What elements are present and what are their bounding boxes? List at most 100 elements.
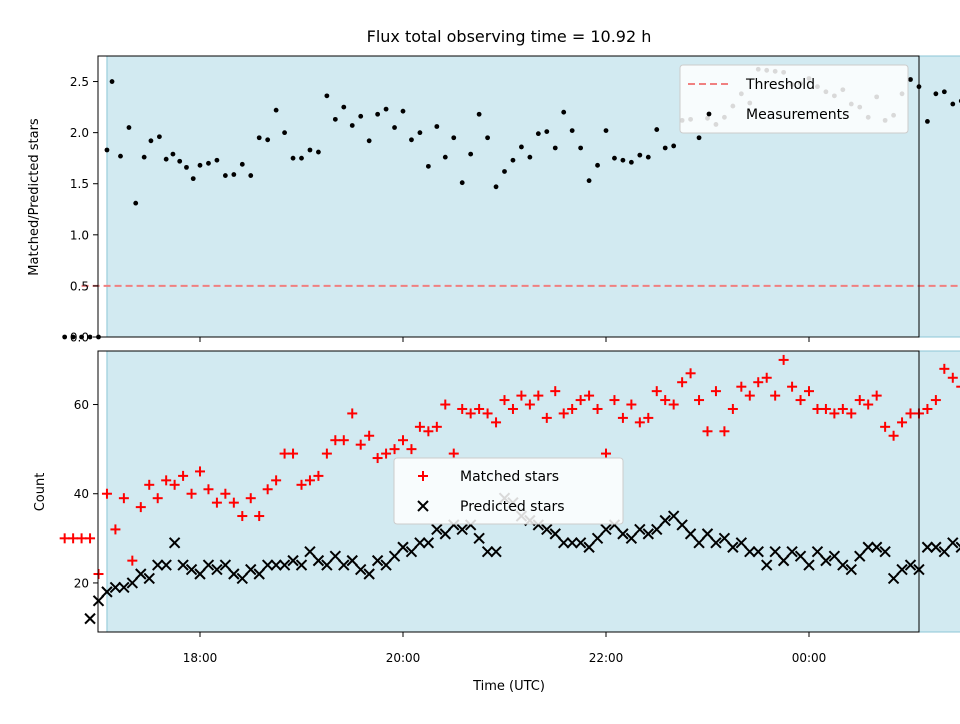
predicted-star-point bbox=[143, 572, 155, 585]
matched-star-point bbox=[897, 417, 908, 428]
predicted-star-point bbox=[177, 559, 189, 571]
measurement-point bbox=[417, 130, 423, 136]
predicted-star-point bbox=[583, 541, 595, 553]
measurement-point bbox=[933, 91, 939, 97]
ratio-y-tick-label: 0.5 bbox=[70, 279, 89, 293]
measurement-point bbox=[366, 138, 372, 144]
matched-star-point bbox=[761, 372, 772, 383]
predicted-star-point bbox=[431, 523, 443, 536]
predicted-star-point bbox=[803, 559, 815, 571]
predicted-star-point bbox=[718, 532, 731, 545]
measurement-point bbox=[392, 125, 397, 130]
predicted-star-point bbox=[481, 546, 494, 558]
measurement-point bbox=[148, 138, 154, 144]
predicted-star-point bbox=[955, 541, 960, 553]
matched-star-point bbox=[626, 399, 637, 410]
matched-star-point bbox=[812, 403, 823, 414]
predicted-star-point bbox=[820, 554, 832, 567]
measurement-point bbox=[908, 77, 913, 82]
predicted-star-point bbox=[253, 568, 265, 580]
matched-star-point bbox=[211, 497, 222, 508]
predicted-star-point bbox=[811, 546, 824, 558]
measurement-point bbox=[459, 180, 465, 186]
matched-star-point bbox=[195, 466, 205, 477]
matched-star-point bbox=[313, 470, 324, 481]
count-y-tick-label: 60 bbox=[74, 398, 89, 412]
measurement-point bbox=[104, 147, 110, 153]
matched-star-point bbox=[118, 493, 129, 504]
measurement-point bbox=[349, 123, 355, 128]
matched-star-point bbox=[372, 453, 383, 464]
predicted-star-point bbox=[118, 581, 130, 594]
measurement-point bbox=[163, 156, 169, 162]
measurement-point bbox=[578, 145, 584, 151]
predicted-star-point bbox=[541, 523, 553, 536]
matched-star-point bbox=[465, 408, 476, 419]
ratio-legend: Threshold Measurements bbox=[679, 64, 909, 134]
matched-star-point bbox=[59, 533, 70, 544]
ratio-panel-frame bbox=[97, 55, 920, 338]
count-panel-frame bbox=[97, 350, 920, 633]
predicted-star-point bbox=[101, 586, 113, 598]
count-panel-y-ticks: 20 40 60 bbox=[74, 398, 98, 590]
predicted-star-point bbox=[456, 523, 468, 536]
predicted-star-point bbox=[634, 523, 646, 536]
predicted-star-point bbox=[202, 559, 215, 571]
matched-star-point bbox=[634, 417, 645, 428]
chart-title: Flux total observing time = 10.92 h bbox=[367, 27, 652, 46]
predicted-star-point bbox=[837, 559, 849, 571]
predicted-star-point bbox=[160, 559, 172, 571]
measurement-point bbox=[637, 152, 643, 158]
predicted-star-point bbox=[346, 554, 358, 567]
measurement-point bbox=[671, 143, 677, 149]
measurement-point bbox=[468, 151, 474, 157]
matched-star-point bbox=[101, 488, 112, 499]
matched-star-point bbox=[304, 475, 315, 486]
measurement-point bbox=[126, 125, 132, 130]
matched-star-point bbox=[617, 412, 628, 423]
ratio-panel-x-ticks bbox=[199, 337, 810, 342]
matched-star-point bbox=[601, 448, 611, 459]
predicted-star-point bbox=[185, 563, 198, 576]
ratio-y-tick-label: 1.0 bbox=[70, 228, 89, 242]
measurement-point bbox=[324, 93, 330, 99]
predicted-star-point bbox=[701, 528, 714, 540]
predicted-star-point bbox=[363, 568, 375, 580]
measurement-point bbox=[273, 107, 279, 113]
legend-measurements-label: Measurements bbox=[746, 107, 849, 123]
predicted-star-point bbox=[667, 510, 680, 522]
predicted-star-point bbox=[727, 541, 739, 553]
predicted-star-point bbox=[321, 559, 333, 571]
measurement-point bbox=[222, 173, 228, 178]
x-tick-label: 20:00 bbox=[386, 651, 421, 665]
matched-star-point bbox=[846, 408, 857, 419]
matched-star-point bbox=[381, 448, 392, 459]
predicted-star-point bbox=[744, 546, 756, 558]
matched-star-point bbox=[592, 403, 603, 414]
legend-predicted-swatch bbox=[417, 500, 429, 512]
predicted-star-point bbox=[947, 537, 959, 549]
matched-star-point bbox=[753, 377, 764, 388]
matched-star-point bbox=[651, 386, 662, 397]
measurement-point bbox=[569, 128, 575, 133]
predicted-star-point bbox=[270, 559, 282, 571]
measurement-point bbox=[109, 79, 115, 84]
matched-star-point bbox=[169, 479, 180, 490]
measurement-point bbox=[248, 173, 254, 178]
matched-star-point bbox=[863, 399, 874, 410]
matched-star-point bbox=[482, 408, 493, 419]
predicted-star-point bbox=[329, 550, 342, 562]
matched-star-point bbox=[237, 511, 248, 522]
measurement-point bbox=[502, 169, 507, 174]
matched-star-point bbox=[905, 408, 916, 419]
measurement-point bbox=[62, 334, 68, 340]
x-tick-label: 00:00 bbox=[792, 651, 827, 665]
matched-star-point bbox=[457, 403, 468, 414]
count-y-tick-label: 20 bbox=[74, 576, 89, 590]
measurement-point bbox=[256, 135, 262, 141]
measurement-point bbox=[87, 334, 93, 340]
legend-matched-swatch bbox=[418, 471, 428, 481]
predicted-star-point bbox=[236, 572, 248, 585]
matched-star-point bbox=[702, 426, 713, 437]
